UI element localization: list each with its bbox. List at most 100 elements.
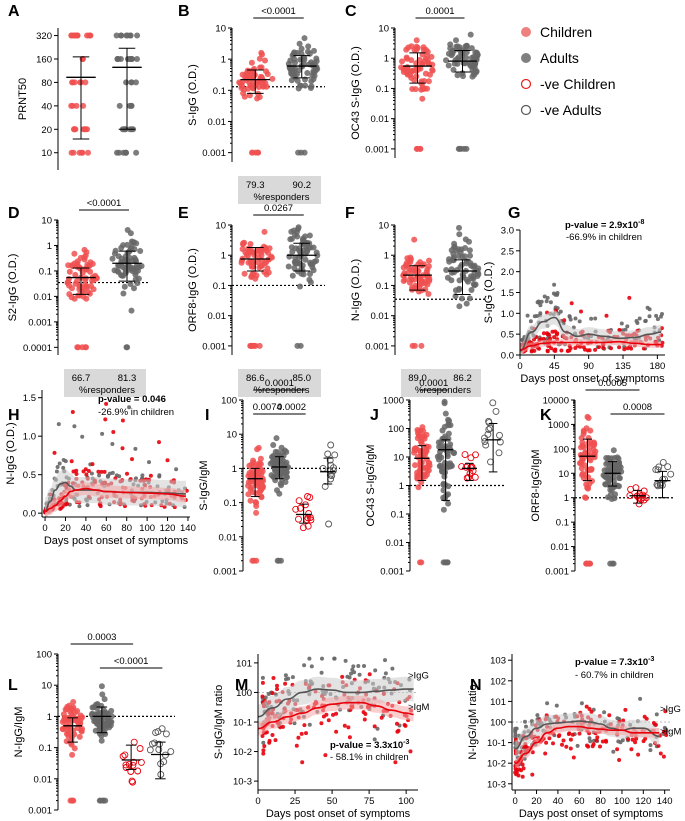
y-tick-label: 0.01 <box>208 311 227 322</box>
y-tick-label: 10 <box>558 469 569 480</box>
y-tick-label: 1 <box>47 241 52 252</box>
data-point <box>134 280 141 287</box>
y-tick-label: 0.001 <box>202 341 226 352</box>
data-point <box>100 431 105 436</box>
data-point <box>642 494 650 502</box>
data-point <box>86 32 93 39</box>
data-point <box>307 85 314 91</box>
y-tick-label: 100 <box>236 688 252 699</box>
data-point <box>604 466 611 473</box>
data-point <box>470 263 477 270</box>
data-point <box>568 746 573 751</box>
data-point <box>133 79 139 86</box>
data-point <box>457 264 464 270</box>
data-point <box>568 737 573 742</box>
data-point <box>283 681 288 686</box>
data-point <box>292 505 300 513</box>
y-tick-label: 2.0 <box>501 267 514 278</box>
data-point <box>256 55 263 62</box>
y-tick-label: 10 <box>226 430 237 441</box>
data-point <box>444 453 451 460</box>
data-point <box>69 751 76 758</box>
data-point <box>545 295 550 300</box>
data-point <box>304 70 311 76</box>
data-point <box>137 248 144 254</box>
data-point <box>456 231 463 238</box>
data-point <box>450 254 457 261</box>
data-point <box>260 675 265 680</box>
data-point <box>306 493 314 501</box>
data-point <box>260 694 265 699</box>
data-point <box>321 482 329 490</box>
label-igm: >IgM <box>408 702 429 713</box>
data-point <box>521 766 526 771</box>
panel-label: F <box>345 205 355 222</box>
data-point <box>127 281 134 287</box>
data-point <box>251 342 258 349</box>
label-igg: >IgG <box>660 704 681 715</box>
data-point <box>82 281 89 288</box>
data-point <box>597 345 601 349</box>
y-tick-label: 0.0 <box>23 509 36 520</box>
data-point <box>120 290 127 297</box>
data-point <box>447 41 454 48</box>
data-point <box>71 295 78 302</box>
data-point <box>302 233 309 240</box>
data-point <box>137 758 145 766</box>
data-point <box>424 85 431 92</box>
data-point <box>288 244 295 251</box>
data-point <box>320 656 324 661</box>
data-point <box>261 228 268 235</box>
data-point <box>96 469 101 474</box>
y-tick-label: 0.01 <box>34 292 53 303</box>
x-tick-label: 100 <box>139 523 155 534</box>
data-point <box>325 520 333 528</box>
data-point <box>468 45 475 52</box>
data-point <box>439 427 446 434</box>
data-point <box>629 747 634 752</box>
data-point <box>472 451 479 459</box>
data-point <box>393 760 398 765</box>
data-point <box>261 751 266 756</box>
data-point <box>462 236 469 243</box>
data-point <box>134 767 142 775</box>
legend-marker <box>521 27 531 37</box>
panel-g: G 0 45 90 135 180 0.0 0.5 1.0 1.5 2.0 2.5 3.0 Days po… <box>483 205 665 385</box>
data-point <box>148 740 156 748</box>
data-point <box>466 247 473 254</box>
data-point <box>256 342 263 349</box>
data-point <box>274 557 281 564</box>
data-point <box>328 472 336 480</box>
data-point <box>532 348 537 353</box>
data-point <box>270 442 277 448</box>
data-point <box>283 459 290 466</box>
responders-value: 89.0 <box>408 373 427 384</box>
data-point <box>261 748 266 753</box>
data-point <box>157 473 162 478</box>
data-point <box>122 764 130 771</box>
data-point <box>302 76 308 83</box>
data-point <box>661 754 666 759</box>
data-point <box>523 719 527 724</box>
data-point <box>409 284 416 291</box>
x-tick-label: 80 <box>595 796 606 807</box>
data-point <box>271 676 276 680</box>
panel-label: B <box>178 3 190 20</box>
data-point <box>326 456 334 464</box>
data-point <box>261 740 266 745</box>
annotation-change: - 60.7% in children <box>575 670 654 681</box>
data-point <box>261 269 268 275</box>
data-point <box>593 316 598 321</box>
data-point <box>70 410 75 414</box>
data-point <box>663 729 668 734</box>
data-point <box>375 726 380 731</box>
y-tick-label: 100 <box>221 396 237 407</box>
data-point <box>295 497 303 505</box>
data-point <box>130 738 138 746</box>
data-point <box>584 413 591 420</box>
data-point <box>288 70 295 77</box>
y-tick-label: 10 <box>41 681 52 692</box>
data-point <box>72 424 77 429</box>
data-point <box>114 473 119 478</box>
data-point <box>485 417 493 425</box>
